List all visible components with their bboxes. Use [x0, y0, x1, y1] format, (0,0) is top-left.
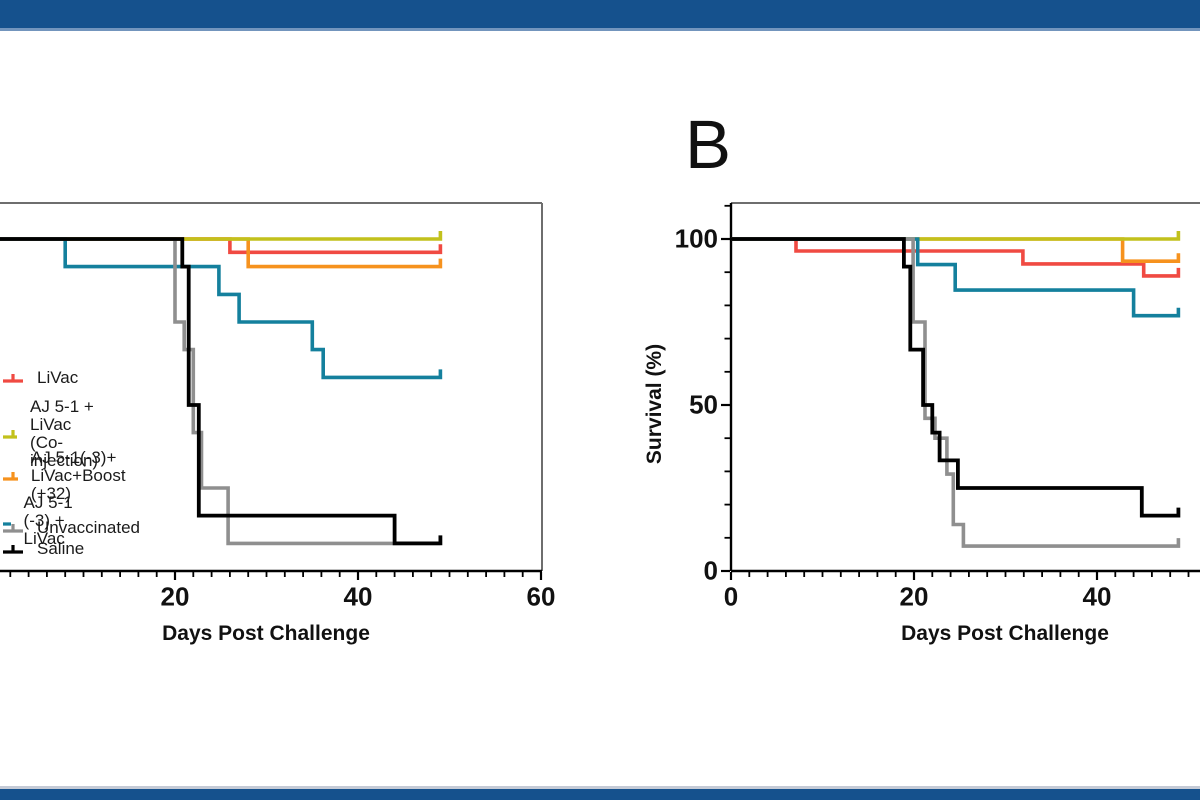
survival-tick-marker-icon [3, 524, 23, 533]
panel-b-x-tick-40: 40 [1082, 581, 1112, 612]
survival-curve-a-saline [0, 237, 443, 546]
survival-tick-marker-icon [3, 430, 18, 439]
legend-item-aj-5-1-3-livac: AJ 5-1 (-3) + LiVac [2, 494, 78, 548]
panel-a-x-tick-20: 20 [160, 581, 190, 612]
survival-tick-marker-icon [3, 374, 23, 383]
survival-tick-marker-icon [3, 522, 11, 526]
panel-b-y-tick-0: 0 [703, 555, 718, 586]
bottom-banner-accent-line [0, 786, 1200, 789]
survival-curve-a-aj-5-1-3-livac [0, 237, 443, 380]
panel-b-y-tick-100: 100 [674, 223, 718, 254]
survival-tick-marker-icon [3, 472, 18, 481]
survival-curve-a-unvaccinated [0, 237, 441, 546]
legend-item-livac: LiVac [2, 369, 78, 387]
survival-curve-b-unvaccinated [731, 237, 1181, 548]
panel-a-x-tick-40: 40 [343, 581, 373, 612]
panel-b-y-axis-title: Survival (%) [643, 343, 666, 465]
survival-curve-b-saline [731, 237, 1181, 518]
panel-b-y-tick-50: 50 [689, 389, 718, 420]
panel-a-x-axis-title: Days Post Challenge [162, 622, 370, 645]
panel-b-label: B [685, 106, 732, 183]
panel-b-x-tick-0: 0 [723, 581, 739, 612]
top-banner-accent-line [0, 28, 1200, 31]
panel-a-x-tick-60: 60 [526, 581, 556, 612]
legend-item-label: AJ 5-1 (-3) + LiVac [23, 493, 73, 548]
bottom-banner-bar [0, 789, 1200, 800]
legend-item-label: Unvaccinated [37, 518, 141, 537]
legend-item-label: LiVac [37, 368, 79, 387]
legend-item-saline: Saline [2, 540, 84, 558]
survival-curve-b-aj-5-1-3-livac [731, 237, 1181, 318]
legend-item-label: AJ 5-1(-3)+ LiVac+Boost (+32) [30, 448, 126, 503]
legend-item-aj-5-1-livac: AJ 5-1 + LiVac (Co-injection) [2, 398, 105, 470]
legend-item-aj-5-1-3: AJ 5-1(-3)+ LiVac+Boost (+32) [2, 449, 132, 503]
panel-b-x-tick-20: 20 [899, 581, 929, 612]
legend-item-label: AJ 5-1 + LiVac (Co-injection) [30, 397, 99, 470]
legend-item-unvaccinated: Unvaccinated [2, 519, 140, 537]
survival-tick-marker-icon [3, 545, 23, 554]
legend-item-label: Saline [37, 539, 85, 558]
panel-b-x-axis-title: Days Post Challenge [901, 622, 1109, 645]
survival-curve-b-livac [731, 237, 1181, 278]
top-banner-bar [0, 0, 1200, 28]
